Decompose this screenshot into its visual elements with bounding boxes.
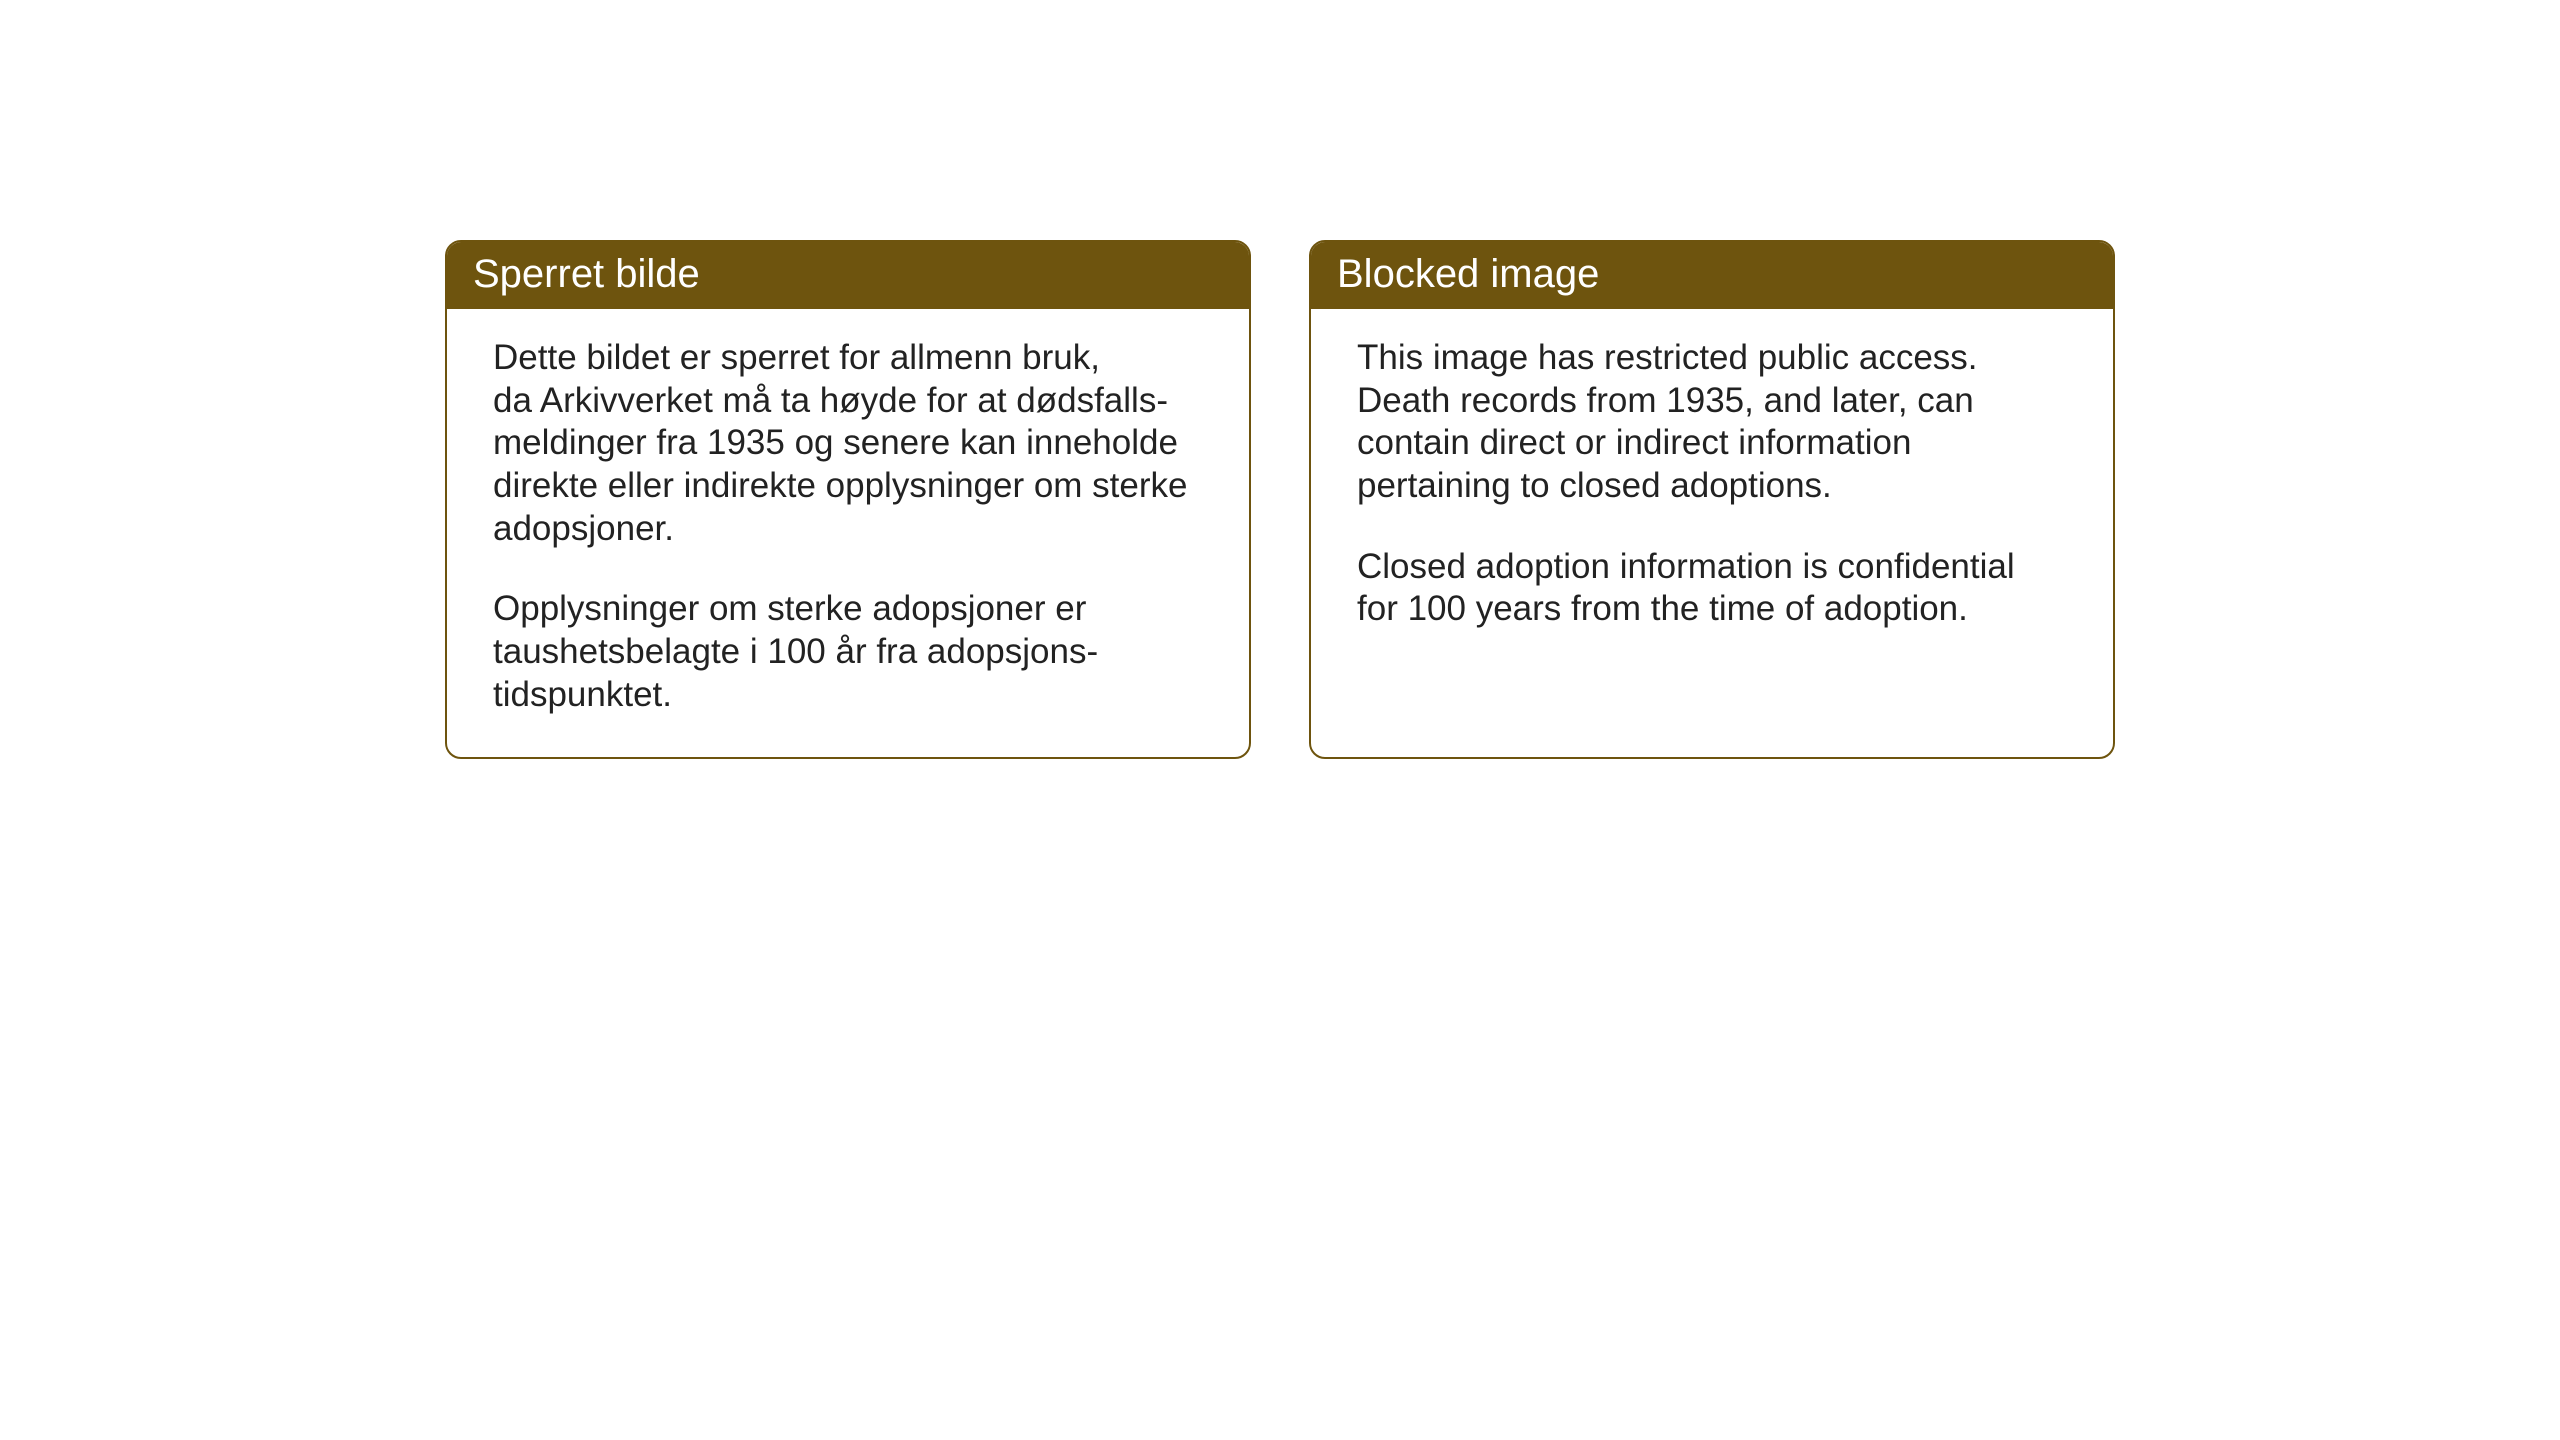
card-paragraph-2-english: Closed adoption information is confident… [1357, 546, 2073, 631]
card-title-english: Blocked image [1337, 252, 1599, 296]
card-paragraph-1-norwegian: Dette bildet er sperret for allmenn bruk… [493, 337, 1209, 550]
text-line: Closed adoption information is confident… [1357, 547, 2015, 586]
card-body-norwegian: Dette bildet er sperret for allmenn bruk… [447, 309, 1249, 757]
notice-cards-container: Sperret bilde Dette bildet er sperret fo… [445, 240, 2115, 759]
text-line: tidspunktet. [493, 675, 672, 714]
card-body-english: This image has restricted public access.… [1311, 309, 2113, 743]
text-line: Dette bildet er sperret for allmenn bruk… [493, 338, 1100, 377]
card-header-english: Blocked image [1311, 242, 2113, 309]
text-line: direkte eller indirekte opplysninger om … [493, 466, 1188, 505]
text-line: contain direct or indirect information [1357, 423, 1911, 462]
text-line: adopsjoner. [493, 509, 674, 548]
text-line: taushetsbelagte i 100 år fra adopsjons- [493, 632, 1098, 671]
notice-card-norwegian: Sperret bilde Dette bildet er sperret fo… [445, 240, 1251, 759]
text-line: meldinger fra 1935 og senere kan innehol… [493, 423, 1178, 462]
text-line: Opplysninger om sterke adopsjoner er [493, 589, 1086, 628]
text-line: Death records from 1935, and later, can [1357, 381, 1974, 420]
card-paragraph-2-norwegian: Opplysninger om sterke adopsjoner er tau… [493, 588, 1209, 716]
card-paragraph-1-english: This image has restricted public access.… [1357, 337, 2073, 508]
text-line: da Arkivverket må ta høyde for at dødsfa… [493, 381, 1168, 420]
text-line: This image has restricted public access. [1357, 338, 1978, 377]
card-title-norwegian: Sperret bilde [473, 252, 700, 296]
text-line: pertaining to closed adoptions. [1357, 466, 1832, 505]
notice-card-english: Blocked image This image has restricted … [1309, 240, 2115, 759]
card-header-norwegian: Sperret bilde [447, 242, 1249, 309]
text-line: for 100 years from the time of adoption. [1357, 589, 1968, 628]
